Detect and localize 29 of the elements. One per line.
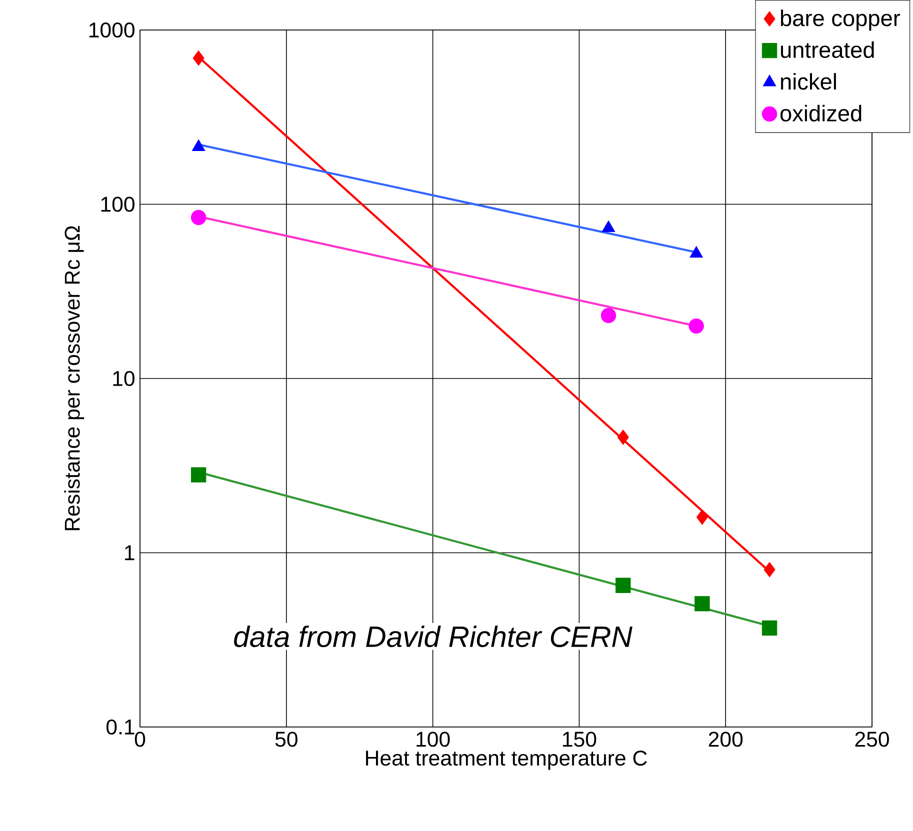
annotation: data from David Richter CERN: [234, 626, 632, 648]
point: [600, 308, 616, 324]
y-axis-title: Resistance per crossover Rc μΩ: [64, 226, 84, 530]
x-tick-label: 0: [134, 732, 146, 747]
point: [190, 467, 206, 482]
x-tick-label: 200: [708, 732, 743, 747]
y-tick-label: 10: [113, 370, 134, 386]
x-tick-label: 150: [563, 732, 596, 747]
point: [762, 620, 778, 636]
y-tick-label: 0.1: [106, 719, 134, 735]
legend-label: nickel: [781, 73, 836, 90]
point: [694, 596, 710, 612]
x-tick-label: 50: [275, 732, 298, 747]
point: [190, 210, 206, 226]
x-tick-label: 250: [855, 732, 889, 747]
y-tick-label: 1: [125, 545, 134, 560]
point: [192, 50, 204, 66]
point: [617, 430, 629, 445]
y-tick-label: 1000: [89, 22, 134, 38]
legend-label: untreated: [780, 41, 874, 58]
point: [696, 510, 708, 525]
x-tick-label: 100: [416, 732, 450, 747]
legend-label: bare copper: [780, 10, 900, 31]
y-tick-label: 100: [101, 196, 134, 212]
point: [688, 318, 704, 334]
point: [764, 562, 776, 578]
x-axis-title: Heat treatment temperature C: [366, 750, 647, 770]
point: [616, 578, 631, 593]
legend-label: oxidized: [780, 104, 862, 122]
